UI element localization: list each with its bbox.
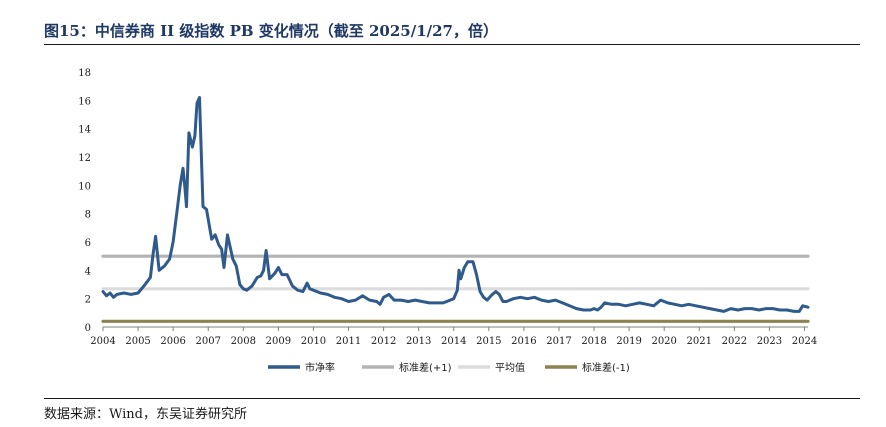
- x-tick-label: 2022: [722, 336, 747, 347]
- x-tick-label: 2023: [757, 336, 782, 347]
- top-rule: [44, 44, 860, 45]
- x-tick-label: 2004: [90, 336, 115, 347]
- x-tick-label: 2021: [687, 336, 712, 347]
- x-tick-label: 2024: [792, 336, 817, 347]
- x-tick-label: 2015: [476, 336, 501, 347]
- x-tick-label: 2006: [160, 336, 185, 347]
- legend-label-2: 平均值: [495, 361, 525, 374]
- x-tick-label: 2007: [195, 336, 220, 347]
- legend-label-3: 标准差(-1): [582, 361, 630, 374]
- y-tick-label: 14: [78, 125, 91, 136]
- series-layer: [101, 96, 810, 323]
- x-tick-label: 2018: [581, 336, 606, 347]
- x-tick-label: 2014: [441, 336, 466, 347]
- x-tick-label: 2016: [511, 336, 536, 347]
- y-tick-label: 16: [78, 96, 91, 107]
- y-tick-label: 10: [78, 181, 91, 192]
- y-tick-label: 0: [85, 323, 91, 334]
- x-tick-label: 2012: [371, 336, 396, 347]
- axis-layer: 0 2 4 6 8 10 12 14 16 18 2004 2005 2006 2007 2008 2009 2…: [78, 68, 817, 347]
- source-note: 数据来源：Wind，东吴证券研究所: [44, 407, 247, 422]
- y-tick-label: 6: [85, 238, 91, 249]
- y-tick-label: 8: [85, 210, 91, 221]
- pb-line-chart: 0 2 4 6 8 10 12 14 16 18 2004 2005 2006 2007 2008 2009 2…: [78, 68, 817, 374]
- x-tick-label: 2017: [546, 336, 571, 347]
- y-tick-label: 12: [78, 153, 91, 164]
- legend-label-1: 标准差(+1): [399, 361, 452, 374]
- x-tick-label: 2019: [616, 336, 641, 347]
- legend: 市净率 标准差(+1) 平均值 标准差(-1): [268, 361, 630, 374]
- x-tick-label: 2020: [651, 336, 676, 347]
- x-tick-label: 2010: [301, 336, 326, 347]
- y-tick-label: 4: [85, 266, 91, 277]
- x-tick-label: 2013: [406, 336, 431, 347]
- x-tick-label: 2005: [125, 336, 150, 347]
- bottom-rule: [44, 398, 860, 399]
- x-tick-label: 2008: [231, 336, 256, 347]
- y-tick-label: 18: [78, 68, 91, 79]
- y-tick-label: 2: [85, 295, 91, 306]
- figure-title: 图15：中信券商 II 级指数 PB 变化情况（截至 2025/1/27，倍）: [44, 22, 498, 40]
- x-tick-label: 2009: [266, 336, 291, 347]
- x-tick-label: 2011: [336, 336, 361, 347]
- legend-label-0: 市净率: [305, 361, 335, 374]
- series-line-0: [101, 96, 810, 313]
